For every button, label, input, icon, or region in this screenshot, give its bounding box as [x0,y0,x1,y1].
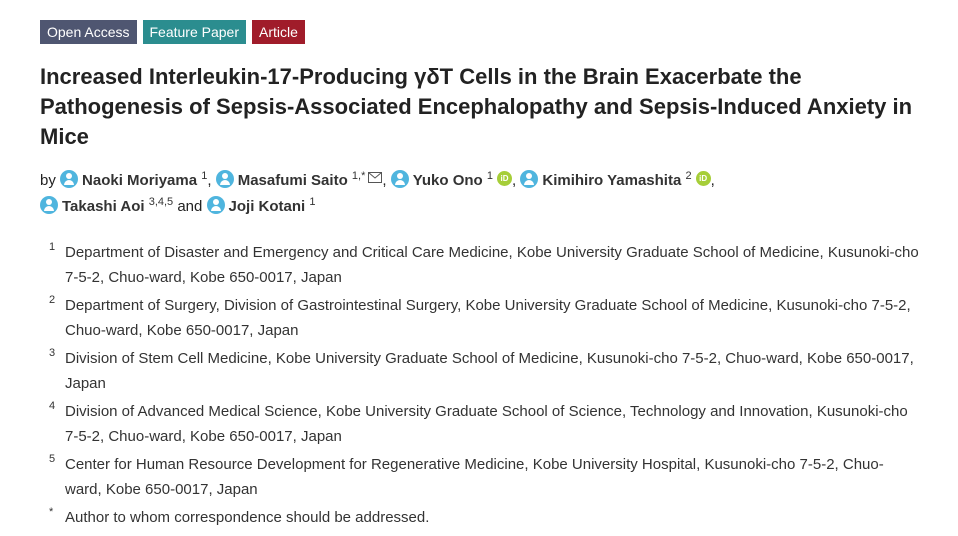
author-item: Naoki Moriyama 1 [60,170,208,189]
person-icon[interactable] [206,196,225,214]
affiliation-item: 2 Department of Surgery, Division of Gas… [40,293,920,343]
affiliation-number: * [49,506,54,518]
author-name[interactable]: Takashi Aoi [62,198,145,215]
affiliation-number: 5 [49,453,56,465]
affiliation-number: 1 [49,241,56,253]
affiliation-item: 4 Division of Advanced Medical Science, … [40,399,920,449]
feature-paper-badge[interactable]: Feature Paper [142,20,246,44]
article-title: Increased Interleukin-17-Producing γδT C… [40,64,913,149]
author-item: Yuko Ono 1 iD [390,170,513,189]
author-affiliation-ref: 1 [201,170,208,182]
author-item: Joji Kotani 1 [206,196,316,215]
author-item: Masafumi Saito 1,* [215,170,383,189]
affiliation-text: Center for Human Resource Development fo… [65,456,884,498]
affiliation-item: * Author to whom correspondence should b… [40,505,920,530]
affiliation-number: 4 [49,400,56,412]
person-icon[interactable] [40,196,58,214]
article-type-badge[interactable]: Article [252,20,305,44]
author-affiliation-ref: 1,* [351,170,366,182]
affiliation-text: Division of Advanced Medical Science, Ko… [65,403,908,445]
email-icon[interactable] [368,166,383,192]
author-affiliation-ref: 1 [486,170,494,182]
affiliation-text: Author to whom correspondence should be … [65,509,430,526]
byline-and: and [177,198,203,215]
author-item: Takashi Aoi 3,4,5 [40,196,174,215]
author-affiliation-ref: 1 [309,196,316,208]
author-affiliation-ref: 2 [685,170,692,182]
orcid-icon[interactable]: iD [497,171,513,186]
article-badges: Open Access Feature Paper Article [40,20,311,44]
affiliation-number: 3 [49,347,56,359]
affiliation-item: 1 Department of Disaster and Emergency a… [40,240,920,290]
author-name[interactable]: Joji Kotani [228,198,306,215]
affiliation-text: Department of Surgery, Division of Gastr… [65,297,911,339]
author-item: Kimihiro Yamashita 2 iD [520,170,711,189]
byline-prefix: by [40,172,56,189]
author-list: by Naoki Moriyama 1, Masafumi Saito 1,*,… [40,166,920,220]
affiliation-number: 2 [49,294,56,306]
affiliation-item: 3 Division of Stem Cell Medicine, Kobe U… [40,346,920,396]
author-name[interactable]: Kimihiro Yamashita [542,172,682,189]
person-icon[interactable] [215,170,234,188]
author-affiliation-ref: 3,4,5 [148,196,174,208]
author-name[interactable]: Yuko Ono [412,172,483,189]
orcid-icon[interactable]: iD [695,171,711,186]
affiliation-list: 1 Department of Disaster and Emergency a… [40,240,920,533]
open-access-badge[interactable]: Open Access [40,20,137,44]
affiliation-text: Department of Disaster and Emergency and… [65,244,919,286]
author-name[interactable]: Naoki Moriyama [82,172,198,189]
person-icon[interactable] [60,170,79,188]
author-name[interactable]: Masafumi Saito [237,172,348,189]
person-icon[interactable] [390,170,409,188]
affiliation-text: Division of Stem Cell Medicine, Kobe Uni… [65,350,914,392]
person-icon[interactable] [520,170,539,188]
affiliation-item: 5 Center for Human Resource Development … [40,452,920,502]
